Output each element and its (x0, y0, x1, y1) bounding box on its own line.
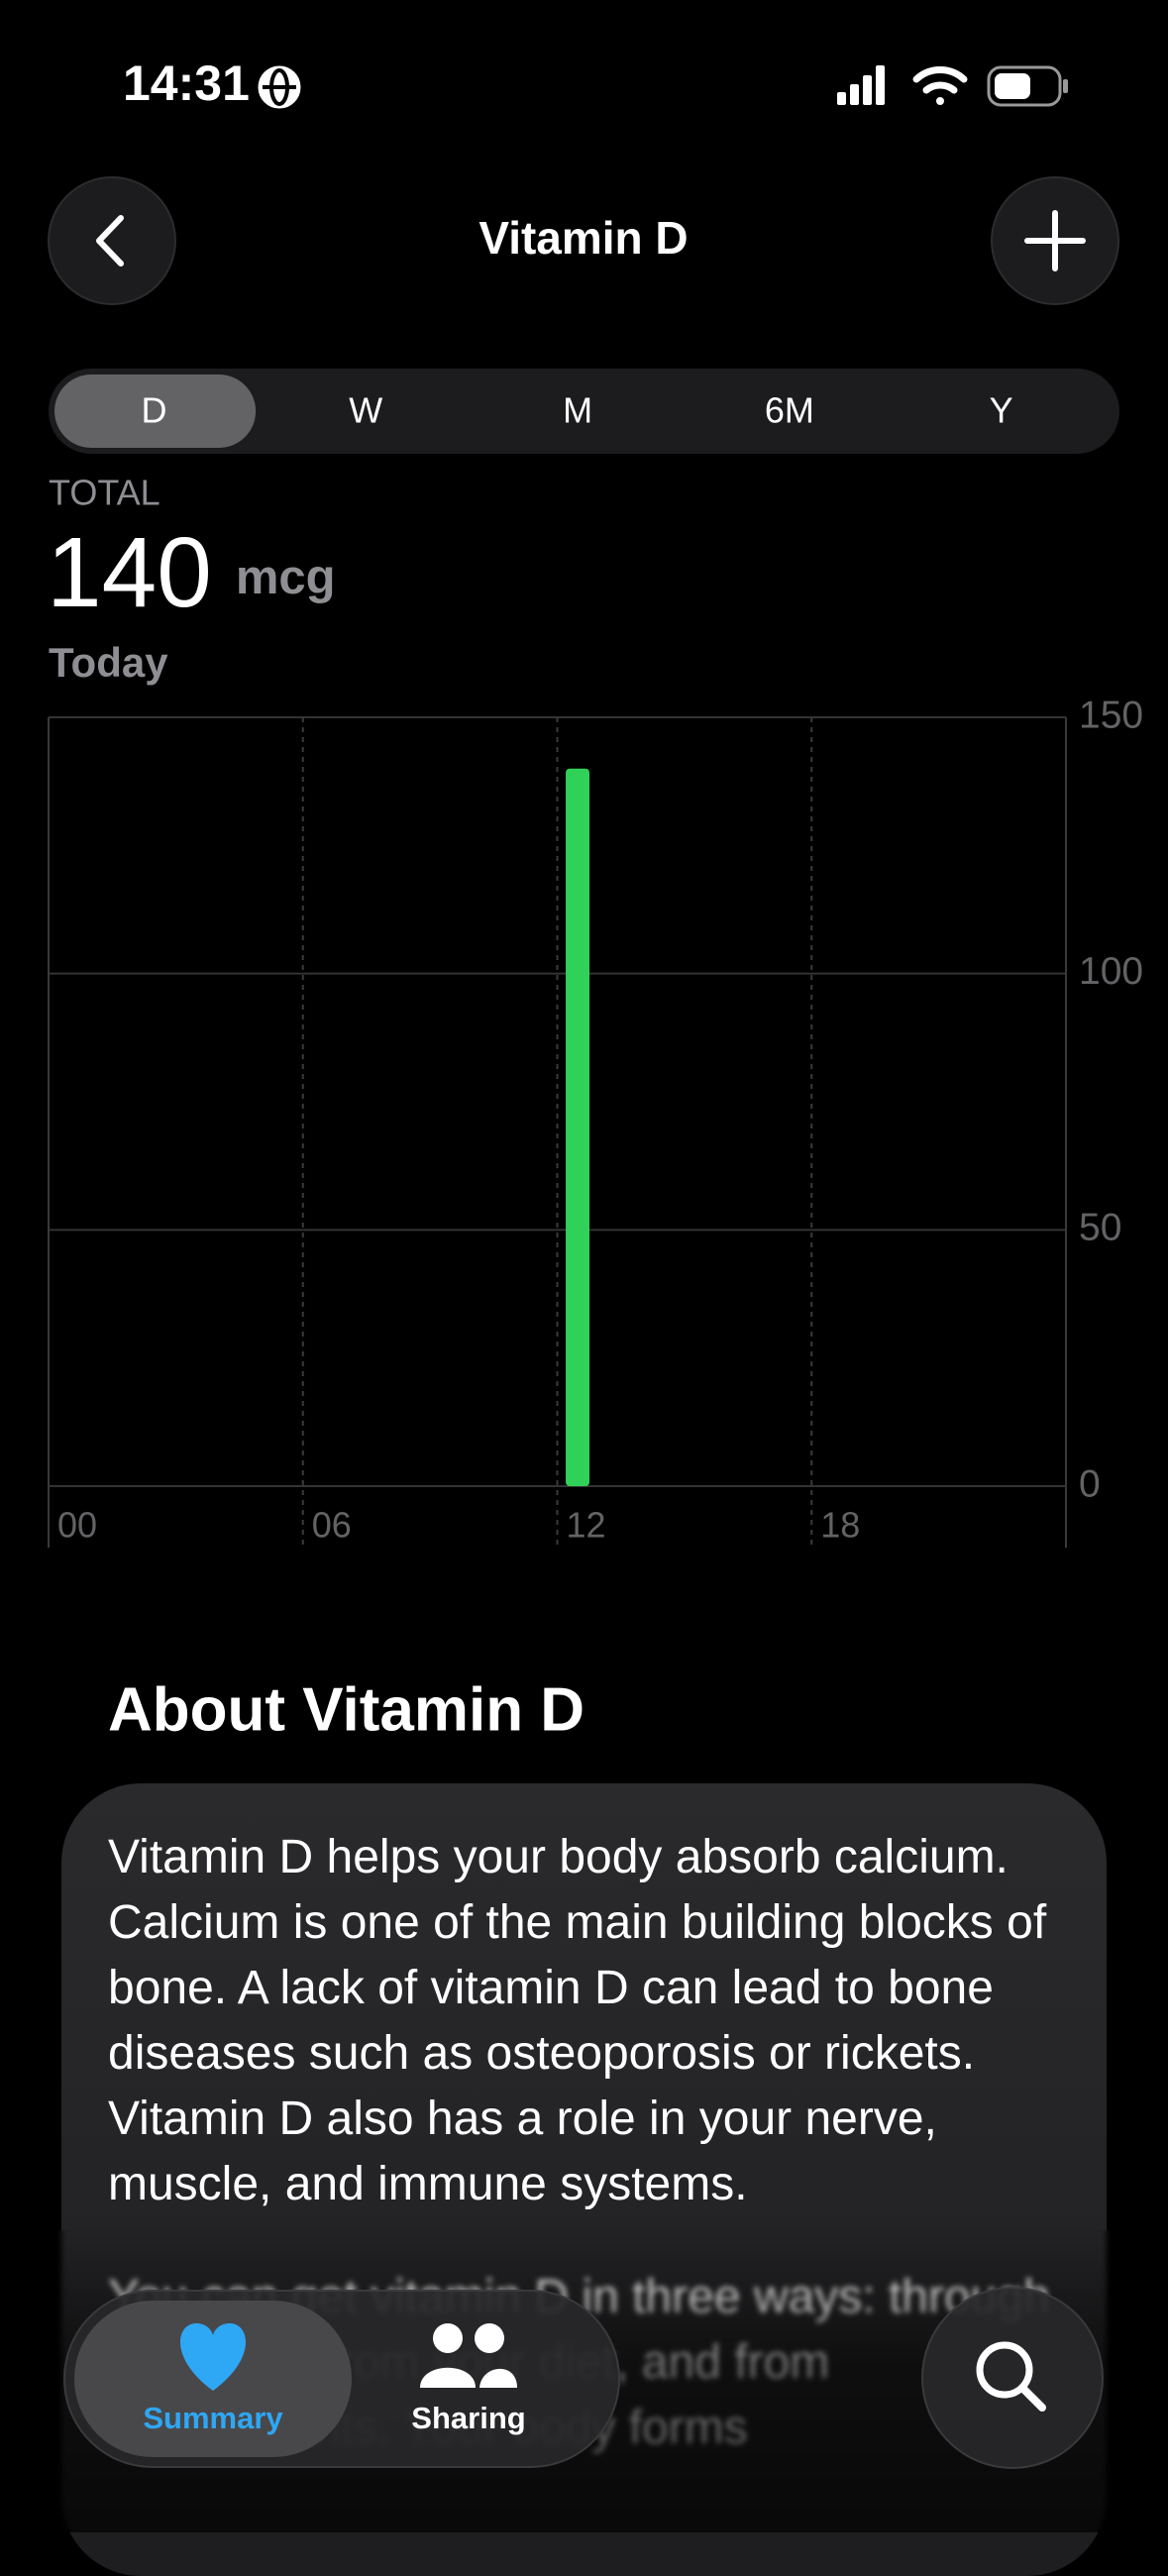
about-paragraph: Vitamin D helps your body absorb calcium… (108, 1831, 1047, 2210)
summary-icon (180, 2323, 246, 2391)
globe-icon (258, 65, 301, 109)
summary-label: TOTAL (49, 473, 160, 513)
x-tick-label: 06 (312, 1505, 352, 1546)
add-button[interactable] (991, 176, 1119, 305)
summary-unit: mcg (236, 551, 336, 604)
y-tick-label: 100 (1079, 950, 1143, 993)
y-tick-label: 50 (1079, 1207, 1121, 1249)
tab-label[interactable]: Sharing (411, 2401, 525, 2435)
sharing-icon (420, 2323, 517, 2388)
segment-label[interactable]: 6M (765, 390, 814, 431)
x-tick-label: 00 (57, 1505, 97, 1546)
x-tick-label: 18 (820, 1505, 860, 1546)
about-title: About Vitamin D (108, 1675, 584, 1744)
y-tick-label: 0 (1079, 1462, 1101, 1505)
summary-period: Today (49, 639, 168, 686)
search-button[interactable] (921, 2287, 1104, 2469)
status-time: 14:31 (123, 55, 250, 111)
segment-label[interactable]: M (563, 390, 592, 431)
segment-label[interactable]: W (349, 390, 382, 431)
wifi-icon (912, 66, 968, 105)
segment-label[interactable]: Y (990, 390, 1013, 431)
battery-icon (987, 65, 1068, 107)
segmented-control (49, 369, 1119, 454)
tab-label[interactable]: Summary (143, 2401, 283, 2435)
back-button[interactable] (48, 176, 176, 305)
segment-selected (54, 375, 257, 448)
x-tick-label: 12 (567, 1505, 606, 1546)
bar (566, 768, 590, 1486)
signal-icon (837, 65, 885, 105)
nav-title: Vitamin D (478, 212, 688, 264)
summary-value-number: 140 (47, 517, 212, 628)
y-tick-label: 150 (1079, 694, 1143, 736)
summary-value: 140 mcg (47, 517, 336, 628)
segment-label[interactable]: D (141, 390, 166, 431)
